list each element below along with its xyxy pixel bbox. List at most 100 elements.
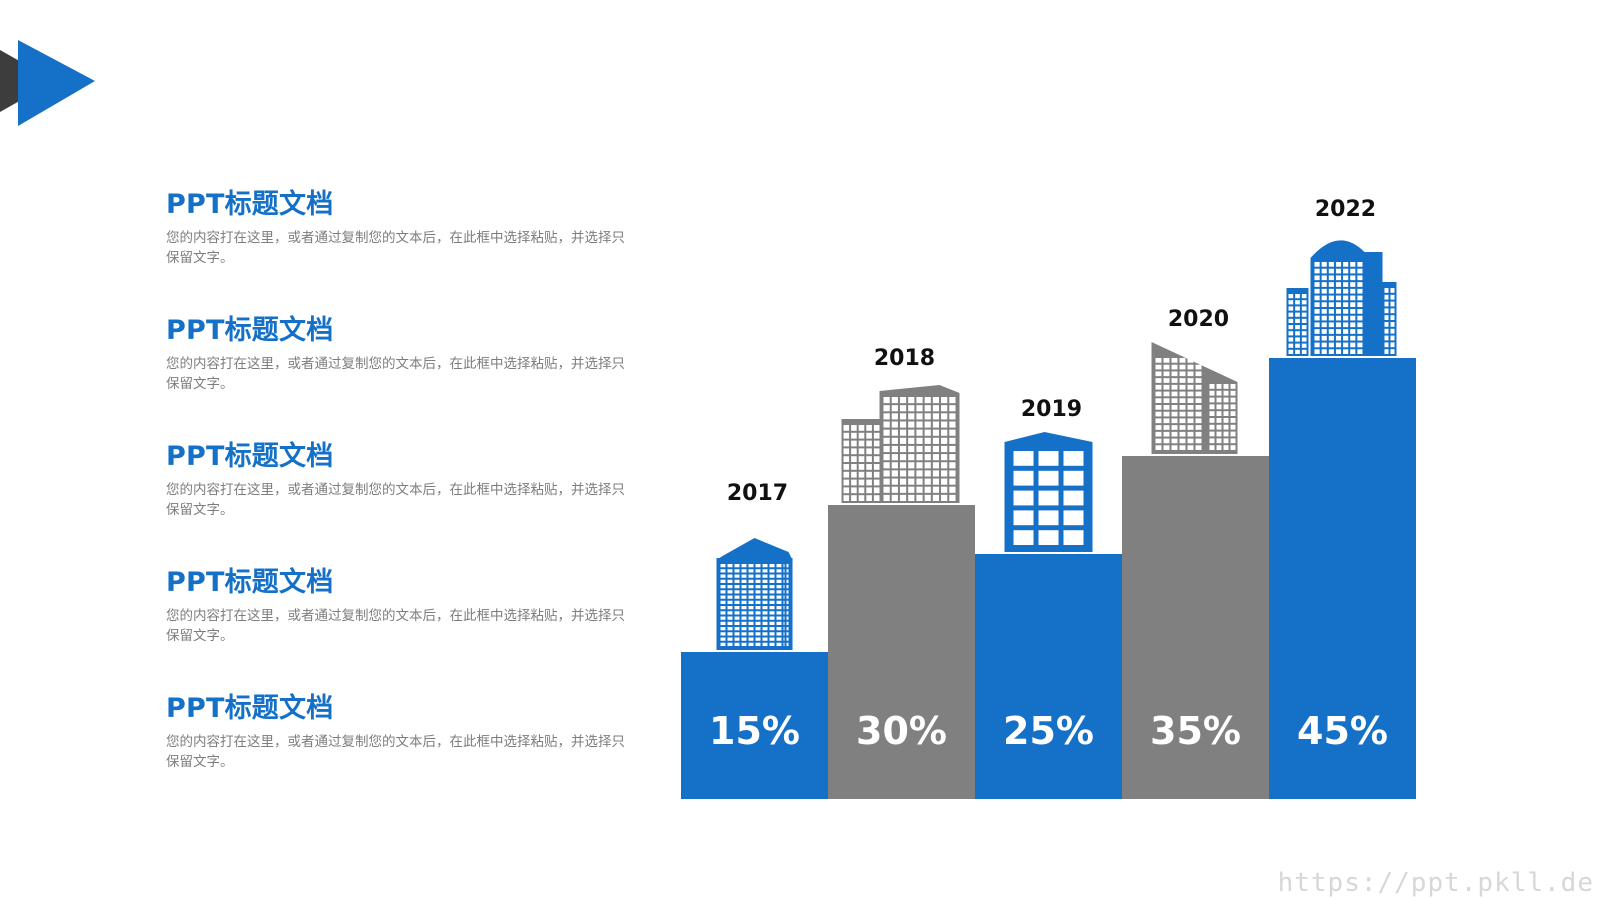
window — [843, 448, 850, 455]
window — [908, 421, 915, 428]
window — [941, 405, 948, 412]
window — [1155, 431, 1162, 437]
window — [1163, 431, 1170, 437]
window — [1343, 268, 1349, 274]
window — [741, 642, 747, 646]
window — [932, 478, 940, 485]
window — [727, 595, 733, 599]
window — [1063, 470, 1084, 486]
window — [873, 471, 880, 478]
window — [762, 616, 768, 620]
window — [899, 494, 907, 501]
window — [916, 429, 923, 436]
window — [941, 494, 948, 501]
window — [941, 413, 948, 420]
window — [883, 478, 890, 485]
window — [727, 564, 733, 568]
window — [755, 621, 761, 625]
window — [851, 487, 857, 494]
window — [1155, 418, 1162, 424]
window — [1335, 309, 1342, 314]
window — [769, 642, 775, 646]
window — [734, 611, 740, 615]
window — [741, 637, 747, 641]
window — [851, 440, 857, 447]
window — [883, 445, 890, 453]
window — [762, 585, 768, 589]
window — [1223, 438, 1229, 444]
arrow-logo-icon — [0, 40, 95, 126]
window — [891, 462, 898, 469]
window — [1350, 342, 1356, 348]
window — [748, 637, 754, 641]
window — [1288, 300, 1294, 305]
window — [720, 569, 726, 573]
window — [1350, 295, 1356, 301]
window — [720, 595, 726, 599]
window — [1321, 262, 1327, 267]
window — [1195, 398, 1202, 403]
window — [1013, 530, 1034, 545]
window — [741, 569, 747, 573]
window — [1195, 371, 1202, 377]
window — [949, 445, 956, 453]
window — [908, 462, 915, 469]
window — [755, 637, 761, 641]
window — [1223, 404, 1229, 410]
text-section: PPT标题文档 您的内容打在这里，或者通过复制您的文本后，在此框中选择粘贴，并选… — [166, 564, 641, 690]
window — [866, 479, 872, 486]
window — [899, 462, 907, 469]
window — [1209, 404, 1215, 410]
window — [1357, 275, 1363, 281]
window — [899, 413, 907, 420]
window — [1350, 282, 1356, 287]
value-label: 15% — [709, 709, 800, 753]
window — [1155, 425, 1162, 430]
window — [941, 462, 948, 469]
window — [1328, 322, 1334, 328]
window — [916, 421, 923, 428]
window — [1350, 322, 1356, 328]
window — [843, 479, 850, 486]
window — [755, 564, 761, 568]
window — [1155, 391, 1162, 397]
window — [720, 616, 726, 620]
window — [1187, 431, 1194, 437]
window — [720, 585, 726, 589]
window — [1171, 418, 1178, 424]
window — [741, 606, 747, 610]
window — [873, 448, 880, 455]
window — [1171, 411, 1178, 417]
window — [1343, 302, 1349, 307]
window — [755, 627, 761, 631]
window — [1384, 322, 1389, 327]
window — [932, 437, 940, 444]
window — [734, 585, 740, 589]
window — [1321, 302, 1327, 307]
window — [1163, 358, 1170, 363]
window — [873, 479, 880, 486]
window — [762, 574, 768, 578]
text-list: PPT标题文档 您的内容打在这里，或者通过复制您的文本后，在此框中选择粘贴，并选… — [166, 186, 641, 816]
window — [858, 479, 865, 486]
window — [883, 486, 890, 493]
category-label: 2018 — [874, 346, 935, 371]
window — [1343, 329, 1349, 334]
window — [843, 495, 850, 501]
window — [776, 564, 782, 568]
window — [1171, 398, 1178, 403]
window — [1357, 342, 1363, 348]
window — [727, 585, 733, 589]
window — [1314, 335, 1320, 341]
window — [883, 470, 890, 477]
window — [866, 432, 872, 439]
window — [769, 590, 775, 594]
window — [949, 437, 956, 444]
window — [899, 445, 907, 453]
window — [1343, 262, 1349, 267]
window — [1301, 318, 1307, 323]
window — [891, 486, 898, 493]
window — [1063, 530, 1084, 545]
window — [755, 569, 761, 573]
window — [1288, 343, 1294, 348]
